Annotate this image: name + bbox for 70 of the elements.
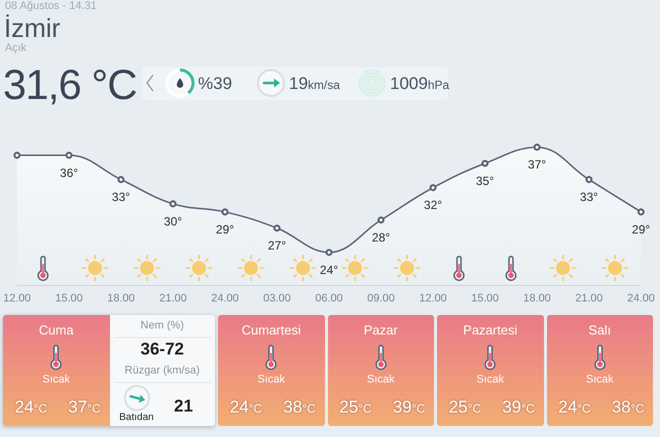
annotation: 24°C [558,398,591,416]
annotation: Sıcak [476,374,504,386]
data-label: 30° [164,214,182,228]
category-label: Pazartesi [463,322,518,338]
x-tick-label: 12.00 [419,292,447,304]
annotation: 38°C [283,398,316,416]
data-label: 29° [632,222,650,236]
x-tick-label: 18.00 [523,292,551,304]
point [274,224,280,232]
annotation: 24°C [14,398,48,416]
category-label: Pazar [364,322,398,338]
x-tick-label: 18.00 [107,292,135,304]
text: İzmir [4,13,60,43]
data-label: 36° [60,166,78,180]
x-tick-label: 24.00 [627,292,655,304]
data-label: 33° [112,190,130,204]
point [482,160,488,167]
x-tick-label: 21.00 [575,292,603,304]
x-tick-label: 06.00 [315,292,343,304]
data-label: 33° [580,190,598,204]
point [118,176,124,184]
point [66,152,72,159]
annotation: 39°C [502,398,535,416]
x-tick-label: 15.00 [471,292,499,304]
text: 08 Ağustos - 14.31 [5,0,97,12]
category-label: Cuma [38,322,74,338]
data-label: 24° [320,262,338,277]
annotation: 21 [174,396,193,416]
annotation: Rüzgar (km/sa) [124,364,200,376]
category-label: Cumartesi [242,322,301,338]
x-tick-label: 12.00 [3,292,31,304]
x-tick-label: 03.00 [263,292,291,304]
point [170,200,176,208]
annotation: 36-72 [140,340,184,358]
category-label: Salı [588,322,611,338]
point [378,216,384,224]
text: 31,6 °C [3,61,137,108]
point [534,144,540,151]
text: 1009hPa [390,74,450,93]
annotation: Sıcak [366,374,395,386]
annotation: Batıdan [119,412,154,423]
point [586,176,592,184]
x-tick-label: 21.00 [159,292,187,304]
data-label: 28° [372,230,390,245]
annotation: Nem (%) [140,320,184,332]
annotation: 38°C [612,398,644,416]
annotation: 37°C [68,398,101,416]
text: 19km/sa [289,74,340,93]
point [638,208,644,216]
annotation: 25°C [448,398,482,416]
annotation: 39°C [392,398,426,416]
point [222,208,228,216]
point [14,152,20,159]
annotation: Sıcak [586,374,614,386]
point [326,248,332,256]
data-label: 32° [424,198,442,212]
data-label: 29° [216,222,234,236]
annotation: 25°C [339,398,372,416]
text: Açık [5,42,26,54]
x-tick-label: 09.00 [367,292,395,304]
data-label: 27° [268,238,286,253]
data-label: 37° [528,158,546,172]
annotation: Sıcak [257,374,286,386]
annotation: Sıcak [42,374,70,386]
x-tick-label: 15.00 [55,292,83,304]
annotation: 24°C [230,398,262,416]
x-tick-label: 24.00 [211,292,239,304]
text: %39 [198,74,232,93]
point [430,184,436,192]
data-label: 35° [476,174,494,188]
